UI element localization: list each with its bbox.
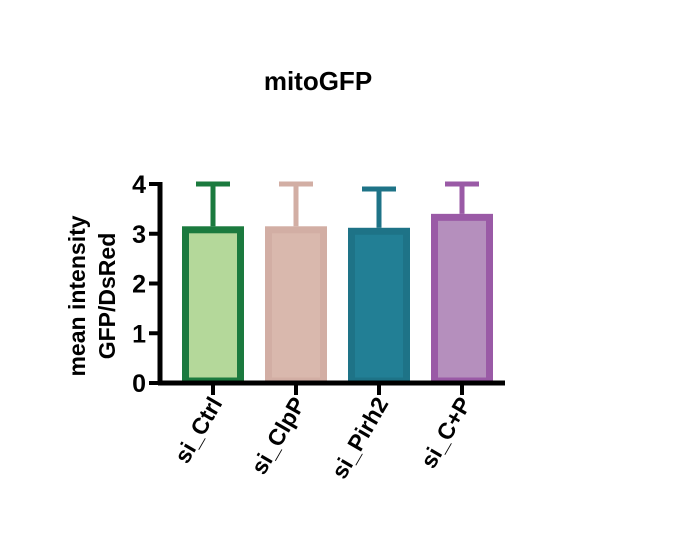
x-tick-label-2: si_Pirh2 <box>326 393 393 484</box>
bar-0 <box>182 226 244 385</box>
x-tick-label-1: si_ClpP <box>246 393 311 479</box>
bar-2 <box>348 227 410 385</box>
y-axis-label-line-1: mean intensity <box>64 215 90 376</box>
chart-title: mitoGFP <box>264 66 372 96</box>
bar-3 <box>431 213 493 385</box>
y-tick-label-0: 0 <box>132 370 146 398</box>
y-axis-label-line-2: GFP/DsRed <box>94 233 120 360</box>
y-axis-label: mean intensity GFP/DsRed <box>64 215 120 376</box>
x-tick-label-0: si_Ctrl <box>169 393 227 468</box>
y-tick-label-1: 1 <box>132 320 146 348</box>
y-tick-label-2: 2 <box>132 271 146 299</box>
y-tick-label-3: 3 <box>132 221 146 249</box>
bar-1 <box>265 226 327 385</box>
y-tick-label-4: 4 <box>132 171 146 199</box>
x-tick-label-3: si_C+P <box>415 393 476 473</box>
